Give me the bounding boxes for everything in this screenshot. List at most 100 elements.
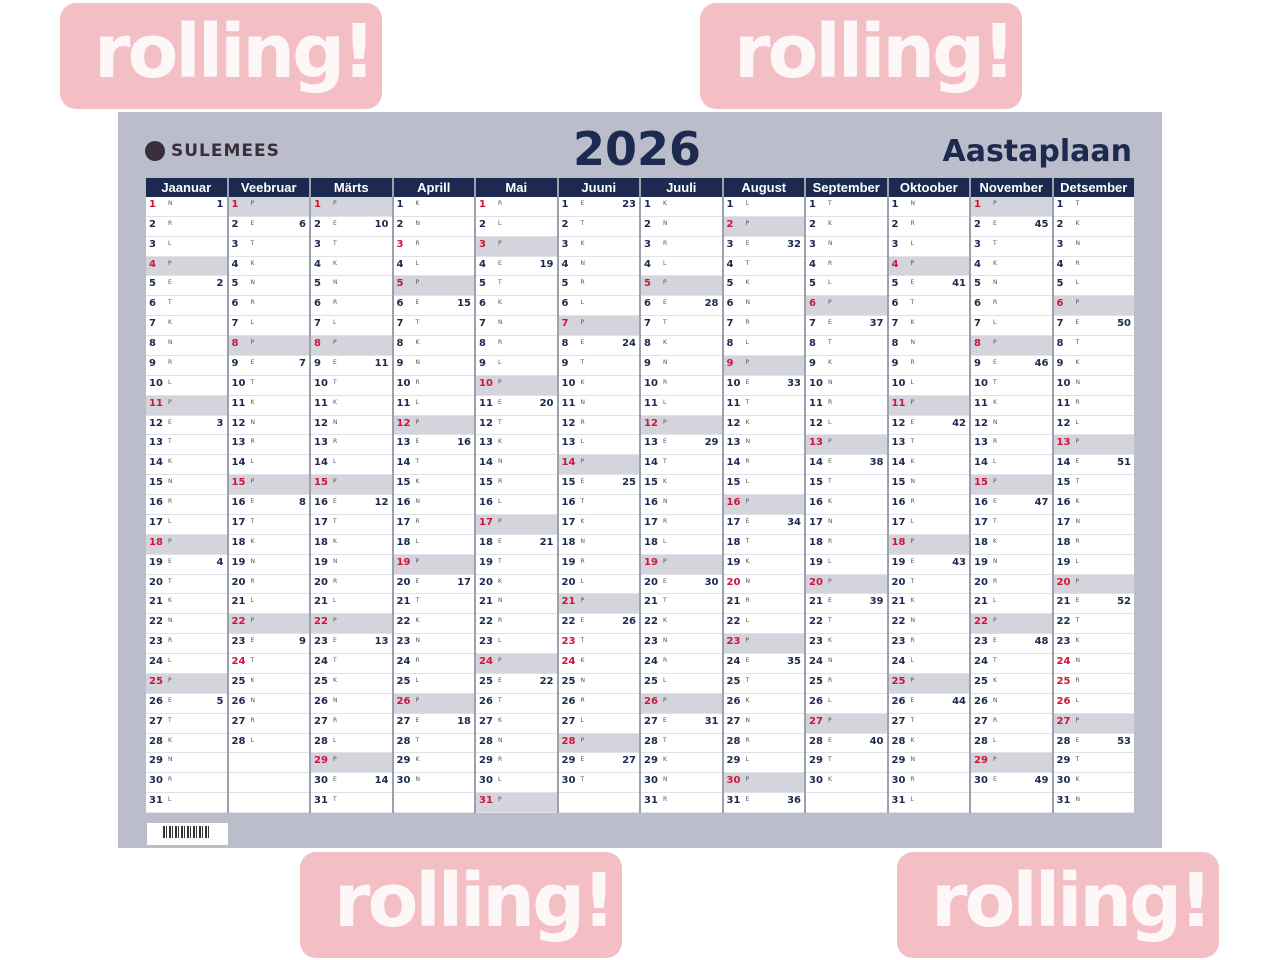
day-number: 6 [974,298,981,310]
day-number: 24 [314,656,328,668]
day-number: 15 [479,477,493,489]
day-number: 10 [314,377,328,389]
day-cell: 27 R [971,714,1052,734]
weekday-letter: P [415,557,420,565]
day-cell: 2 E 45 [971,217,1052,237]
month-column: Aprill 1 K 2 N 3 R 4 L 5 P 6 E 15 7 T 8 K 9 N 10 R 11 L 12 P 13 E 16… [393,178,476,814]
weekday-letter: P [498,657,502,665]
day-number: 5 [231,278,239,290]
day-number: 11 [974,397,988,409]
day-number: 30 [974,775,988,787]
weekday-letter: K [993,537,997,545]
weekday-letter: E [745,239,750,247]
day-cell: 23 T [558,634,639,655]
day-number: 16 [891,497,906,509]
day-cell: 22 N [888,614,969,635]
weekday-letter: P [745,498,750,506]
weekday-letter: T [993,517,997,525]
weekday-letter: T [910,577,915,585]
day-number: 10 [396,377,411,389]
weekday-letter: K [828,776,832,784]
weekday-letter: N [663,219,668,227]
day-cell: 14 L [228,455,309,476]
day-cell: 4 E 19 [476,257,557,277]
weekday-letter: P [250,199,255,207]
day-number: 27 [396,715,411,727]
weekday-letter: L [415,676,419,684]
day-number: 7 [479,318,486,330]
day-number: 12 [314,417,328,429]
day-cell: 29 L [723,753,804,774]
weekday-letter: L [828,279,832,287]
day-cell: 13 P [1053,435,1134,456]
weekday-letter: R [250,577,255,585]
weekday-letter: E [663,577,667,585]
day-number: 29 [479,755,493,767]
day-number: 9 [396,357,404,369]
weekday-letter: L [745,199,749,207]
weekday-letter: P [910,398,915,406]
month-header: Juuni [558,178,639,197]
day-number: 4 [644,258,651,270]
weekday-letter: P [415,279,420,287]
weekday-letter: T [745,259,750,267]
week-number: 20 [539,397,554,409]
weekday-letter: K [910,458,915,466]
week-number: 41 [952,278,966,290]
day-number: 7 [809,318,816,330]
weekday-letter: P [910,676,915,684]
weekday-letter: N [663,776,668,784]
day-number: 4 [891,258,899,270]
weekday-letter: L [910,517,914,525]
weekday-letter: R [910,358,915,366]
weekday-letter: E [498,398,502,406]
day-number: 7 [314,318,321,330]
weekday-letter: T [415,458,420,466]
day-cell: 20 R [228,575,309,595]
day-cell: 19 N [971,555,1052,575]
day-number: 12 [1056,417,1071,429]
day-number: 4 [396,258,404,270]
week-number: 42 [952,417,966,429]
day-cell: 22 L [723,614,804,635]
day-number: 16 [479,497,493,509]
week-number: 21 [539,536,554,548]
day-number: 5 [974,278,981,290]
day-cell: 19 K [723,555,804,575]
day-cell: 17 P [476,514,557,535]
day-cell: 15 E 25 [558,475,639,496]
weekday-letter: E [580,617,585,625]
day-cell: 21 E 39 [806,594,887,615]
day-cell: 16 K [806,495,887,515]
day-cell: 15 T [1053,475,1134,496]
weekday-letter: L [580,299,584,307]
day-number: 12 [809,417,823,429]
weekday-letter: E [168,418,172,426]
day-number: 11 [561,397,576,409]
day-cell: 10 T [228,376,309,396]
day-number: 5 [479,278,486,290]
weekday-letter: L [1075,696,1079,704]
day-number: 14 [974,457,988,469]
day-cell: 30 N [393,773,474,794]
day-number: 17 [561,516,576,528]
empty-cell [228,773,309,794]
weekday-letter: L [580,577,584,585]
day-number: 17 [231,516,246,528]
day-cell: 12 L [1053,416,1134,436]
day-cell: 24 E 35 [723,654,804,674]
weekday-letter: T [168,438,172,446]
day-number: 29 [396,755,411,767]
day-cell: 11 R [806,396,887,416]
day-number: 12 [974,417,988,429]
day-cell: 24 R [641,654,722,674]
day-cell: 30 R [888,773,969,794]
weekday-letter: N [168,339,173,347]
